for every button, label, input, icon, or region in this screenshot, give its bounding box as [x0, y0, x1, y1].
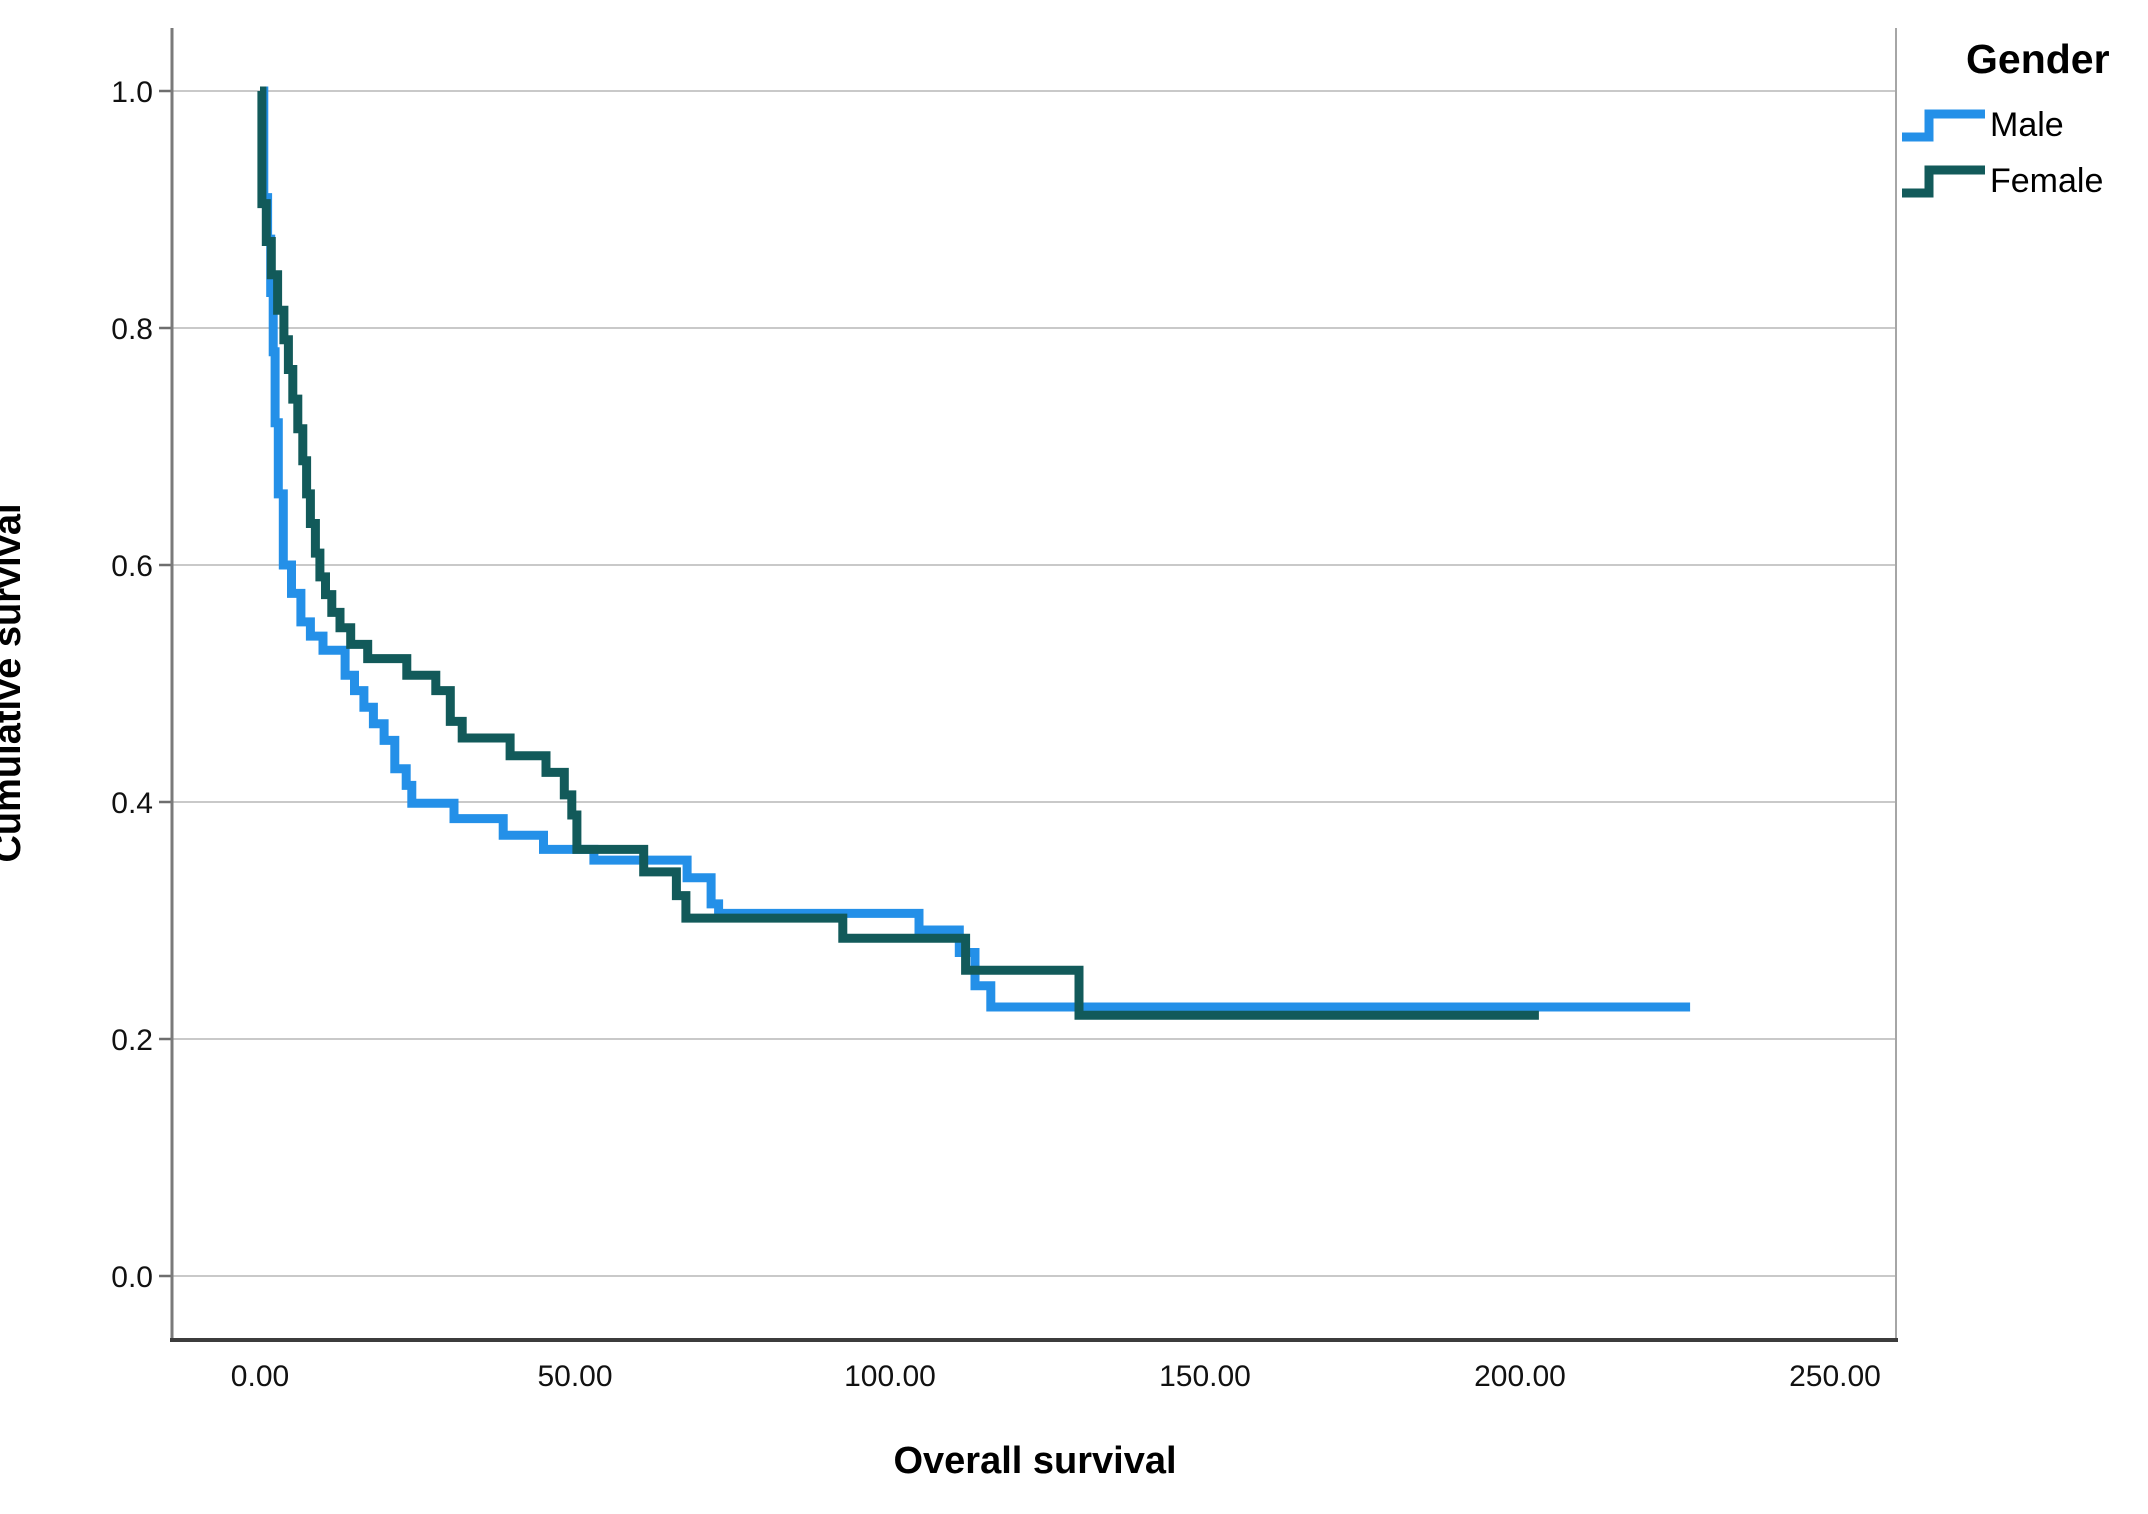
female-step-glyph — [1902, 165, 1985, 198]
x-axis-title-text: Overall survival — [893, 1440, 1177, 1482]
y-axis-title-text: Cumulative survival — [0, 503, 29, 863]
y-tick-label: 0.2 — [111, 1024, 153, 1057]
legend: Gender Male Female — [1898, 36, 2148, 209]
male-line-swatch-icon — [1902, 109, 1985, 142]
x-tick-label: 0.00 — [231, 1360, 289, 1393]
y-tick-label: 1.0 — [111, 76, 153, 109]
y-tick-label: 0.6 — [111, 550, 153, 583]
female-line-swatch-icon — [1902, 165, 1985, 198]
x-tick-label: 100.00 — [844, 1360, 936, 1393]
male-survival-curve — [259, 86, 1691, 1012]
female-survival-curve — [257, 86, 1539, 1020]
x-tick-label: 50.00 — [537, 1360, 612, 1393]
y-tick-label: 0.0 — [111, 1261, 153, 1294]
y-tick-label: 0.4 — [111, 787, 153, 820]
x-tick-label: 250.00 — [1789, 1360, 1881, 1393]
x-tick-label: 150.00 — [1159, 1360, 1251, 1393]
male-step-glyph — [1902, 109, 1985, 142]
legend-item-female: Female — [1898, 153, 2148, 209]
legend-title: Gender — [1966, 36, 2110, 82]
legend-label-female: Female — [1990, 162, 2104, 200]
legend-item-male: Male — [1898, 97, 2148, 153]
x-axis-title: Overall survival — [173, 1440, 1897, 1483]
legend-label-male: Male — [1990, 106, 2064, 144]
x-tick-label: 200.00 — [1474, 1360, 1566, 1393]
y-tick-label: 0.8 — [111, 313, 153, 346]
